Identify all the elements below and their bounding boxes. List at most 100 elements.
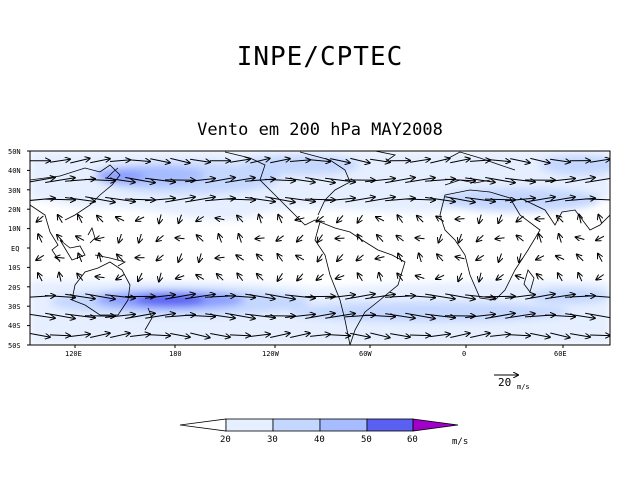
wind-vector (225, 312, 255, 318)
wind-vector (584, 199, 610, 200)
wind-vector (224, 199, 255, 200)
wind-vector (364, 315, 395, 317)
wind-vector (138, 272, 142, 281)
wind-vector (545, 294, 575, 300)
lat-label-40n: 40N (8, 167, 21, 175)
wind-vector (78, 254, 81, 263)
colorbar-box-40-50 (319, 418, 368, 432)
wind-vector (116, 217, 125, 221)
wind-vector (417, 216, 424, 223)
wind-vector (30, 333, 50, 338)
wind-vector (458, 272, 462, 281)
wind-vector (416, 238, 425, 239)
wind-vector (297, 234, 304, 242)
wind-vector (376, 257, 385, 259)
wind-vector (505, 198, 535, 201)
colorbar-tick-60: 60 (407, 435, 418, 445)
wind-vector (205, 198, 235, 201)
wind-vector (456, 219, 465, 220)
lat-label-30s: 30S (8, 303, 21, 311)
wind-vector (517, 215, 524, 222)
wind-vector (309, 160, 330, 162)
wind-vector (490, 334, 510, 336)
wind-vector (225, 178, 255, 183)
wind-vector (430, 334, 450, 337)
wind-vector (330, 158, 350, 163)
wind-vector (385, 178, 415, 184)
wind-vector (289, 160, 310, 162)
wind-vector (124, 199, 155, 200)
wind-vector (325, 177, 355, 182)
wind-vector (465, 314, 495, 319)
wind-vector (436, 275, 445, 279)
wind-vector (65, 293, 95, 299)
lat-label-20s: 20S (8, 284, 21, 292)
wind-vector (305, 177, 335, 183)
wind-vector (265, 196, 295, 202)
wind-vector (276, 235, 284, 241)
wind-vector (357, 254, 364, 261)
wind-vector (485, 313, 515, 319)
wind-vector (216, 257, 225, 258)
wind-vector (398, 254, 402, 263)
wind-vector (390, 333, 410, 337)
wind-vector (469, 160, 490, 161)
wind-vector (285, 197, 315, 202)
wind-vector (365, 197, 395, 203)
wind-vector (250, 334, 270, 336)
wind-vector (65, 197, 95, 202)
wind-vector (405, 178, 435, 183)
wind-vector (219, 234, 222, 243)
wind-vector (256, 238, 265, 239)
wind-vector (50, 159, 70, 162)
wind-vector (296, 218, 305, 220)
wind-vector (570, 333, 590, 337)
wind-vector (376, 217, 385, 221)
wind-vector (310, 334, 330, 336)
wind-vector (109, 160, 130, 162)
wind-vector (305, 313, 335, 319)
colorbar-tick-40: 40 (314, 435, 325, 445)
wind-vector (196, 216, 205, 222)
chart-subtitle: Vento em 200 hPa MAY2008 (197, 120, 443, 140)
wind-vector (229, 335, 250, 336)
wind-vector (516, 276, 525, 279)
wind-vector (170, 333, 190, 338)
wind-vector (129, 160, 150, 162)
wind-vector (38, 234, 42, 243)
longitude-axis: 120E 180 120W 60W 0 60E (65, 350, 567, 358)
lat-label-10n: 10N (8, 225, 21, 233)
wind-vector (559, 234, 562, 243)
wind-vector (337, 215, 344, 223)
wind-vector (78, 215, 82, 224)
wind-vector (510, 158, 530, 163)
wind-vector (196, 275, 205, 280)
wind-vector (37, 215, 44, 222)
wind-vector (459, 233, 462, 243)
latitude-axis: 50N 40N 30N 20N 10N EQ 10S 20S 30S 40S 5… (8, 148, 21, 350)
wind-vector (318, 253, 323, 262)
reference-value: 20 (498, 376, 511, 389)
chart-title: INPE/CPTEC (236, 42, 404, 72)
wind-vector (530, 157, 549, 163)
wind-vector (179, 214, 182, 223)
wind-vector (350, 157, 369, 163)
lon-label-60w: 60W (359, 350, 372, 358)
wind-vector (365, 179, 395, 183)
wind-vector (385, 198, 415, 201)
colorbar-unit: m/s (452, 437, 468, 447)
wind-vector (436, 216, 444, 222)
wind-vector (285, 314, 315, 318)
wind-vector (45, 312, 75, 318)
wind-vector (77, 274, 84, 281)
wind-vector (44, 199, 75, 200)
wind-vector (358, 273, 363, 282)
wind-vector (145, 314, 175, 319)
lat-label-20n: 20N (8, 206, 21, 214)
wind-vector (565, 313, 595, 319)
wind-vector (557, 216, 564, 223)
wind-vector (105, 177, 135, 182)
wind-vector (90, 159, 110, 164)
wind-vector (245, 293, 275, 299)
wind-vector (49, 335, 70, 336)
